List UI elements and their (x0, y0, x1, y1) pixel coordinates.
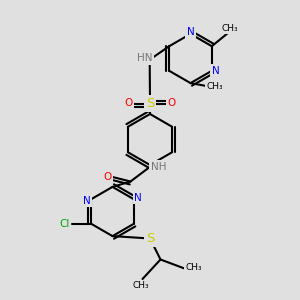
Text: CH₃: CH₃ (185, 262, 202, 272)
Text: Cl: Cl (59, 219, 69, 229)
Text: O: O (103, 172, 111, 182)
Text: CH₃: CH₃ (222, 24, 238, 33)
Text: S: S (146, 97, 154, 110)
Text: O: O (168, 98, 176, 109)
Text: O: O (124, 98, 132, 109)
Text: NH: NH (151, 162, 166, 172)
Text: CH₃: CH₃ (206, 82, 223, 91)
Text: N: N (187, 27, 194, 38)
Text: CH₃: CH₃ (133, 281, 149, 290)
Text: S: S (146, 232, 154, 245)
Text: N: N (83, 196, 91, 206)
Text: N: N (212, 66, 219, 76)
Text: HN: HN (136, 53, 152, 63)
Text: N: N (134, 193, 142, 203)
